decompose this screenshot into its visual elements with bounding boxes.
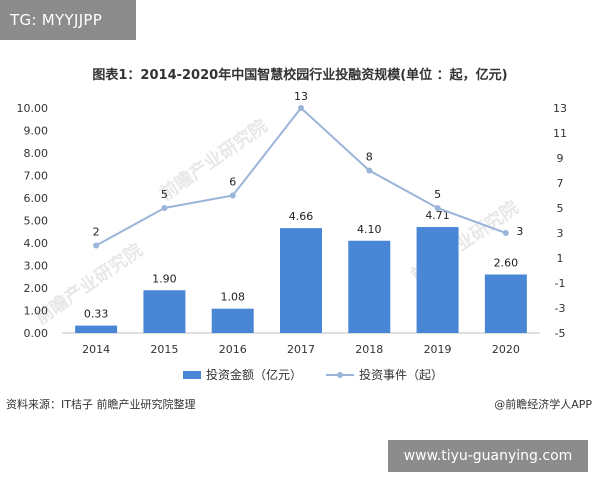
line-value-label: 5: [434, 188, 441, 201]
x-tick-label: 2020: [492, 343, 520, 356]
watermark-tag: TG: MYYJJPP: [0, 0, 136, 40]
x-tick-label: 2017: [287, 343, 315, 356]
right-y-tick-label: 9: [557, 152, 564, 165]
bar-value-label: 4.71: [425, 209, 450, 222]
bar: [348, 240, 391, 333]
x-axis-ticks: 2014 2015 2016 2017 2018 2019 2020: [82, 343, 520, 356]
bar-value-label: 0.33: [84, 308, 109, 321]
bar-value-label: 1.90: [152, 272, 177, 285]
left-y-tick-label: 0.00: [24, 327, 49, 340]
credit-note: @前瞻经济学人APP: [494, 398, 592, 411]
legend-bar-swatch: [183, 371, 201, 379]
x-tick-label: 2015: [150, 343, 178, 356]
bar-value-label: 4.10: [357, 223, 382, 236]
left-y-tick-label: 7.00: [24, 170, 49, 183]
line-point: [93, 242, 100, 249]
line-point: [229, 192, 236, 199]
line-value-label: 3: [516, 225, 523, 238]
right-y-tick-label: 3: [557, 227, 564, 240]
bar-value-label: 4.66: [289, 210, 314, 223]
bar: [484, 274, 527, 333]
legend-line-dot: [337, 372, 343, 378]
source-note: 资料来源：IT桔子 前瞻产业研究院整理: [6, 398, 196, 411]
bar: [280, 228, 322, 333]
right-y-tick-label: 5: [557, 202, 564, 215]
x-tick-label: 2014: [82, 343, 110, 356]
right-y-tick-label: -3: [555, 302, 566, 315]
line-value-label: 8: [366, 151, 373, 164]
line-point: [298, 105, 304, 111]
bar: [211, 308, 254, 333]
watermark-text: 前瞻产业研究院: [156, 115, 272, 205]
right-y-tick-label: 1: [557, 252, 564, 265]
left-y-tick-label: 10.00: [17, 102, 49, 115]
line-value-label: 2: [93, 226, 100, 239]
left-y-tick-label: 9.00: [24, 125, 49, 138]
x-tick-label: 2019: [424, 343, 452, 356]
legend-line-label: 投资事件（起）: [359, 367, 443, 382]
left-y-axis: 0.00 1.00 2.00 3.00 4.00 5.00 6.00 7.00 8.00 9.00…: [17, 102, 49, 340]
line-value-label: 6: [229, 176, 236, 189]
line-point: [366, 167, 373, 174]
left-y-tick-label: 5.00: [24, 215, 49, 228]
right-y-tick-label: 13: [553, 102, 567, 115]
right-y-tick-label: -5: [555, 327, 566, 340]
left-y-tick-label: 2.00: [24, 282, 49, 295]
left-y-tick-label: 3.00: [24, 260, 49, 273]
line-point: [434, 205, 441, 211]
bar-series: 0.33 1.90 1.08 4.66 4.10 4.71 2.60: [75, 209, 527, 333]
line-value-label: 13: [294, 90, 308, 103]
right-y-tick-label: -1: [555, 277, 566, 290]
bar-value-label: 1.08: [220, 291, 245, 304]
chart-title: 图表1：2014-2020年中国智慧校园行业投融资规模(单位 ：起，亿元): [92, 68, 508, 83]
line-value-label: 5: [161, 188, 168, 201]
left-y-tick-label: 4.00: [24, 237, 49, 250]
right-y-tick-label: 11: [553, 127, 567, 140]
x-tick-label: 2016: [219, 343, 247, 356]
left-y-tick-label: 1.00: [24, 305, 49, 318]
site-url: www.tiyu-guanying.com: [388, 440, 588, 472]
bar: [143, 290, 186, 333]
left-y-tick-label: 8.00: [24, 147, 49, 160]
line-point: [502, 230, 509, 236]
x-tick-label: 2018: [355, 343, 383, 356]
legend-bar-label: 投资金额（亿元）: [206, 367, 302, 382]
line-point: [161, 205, 168, 211]
left-y-tick-label: 6.00: [24, 192, 49, 205]
bar: [416, 227, 459, 333]
series-line: [95, 106, 507, 247]
bar: [75, 325, 118, 333]
bar-value-label: 2.60: [494, 257, 519, 270]
legend: 投资金额（亿元） 投资事件（起）: [183, 367, 443, 382]
line-series: 2 5 6 13 8 5 3: [93, 90, 523, 249]
right-y-tick-label: 7: [557, 177, 564, 190]
